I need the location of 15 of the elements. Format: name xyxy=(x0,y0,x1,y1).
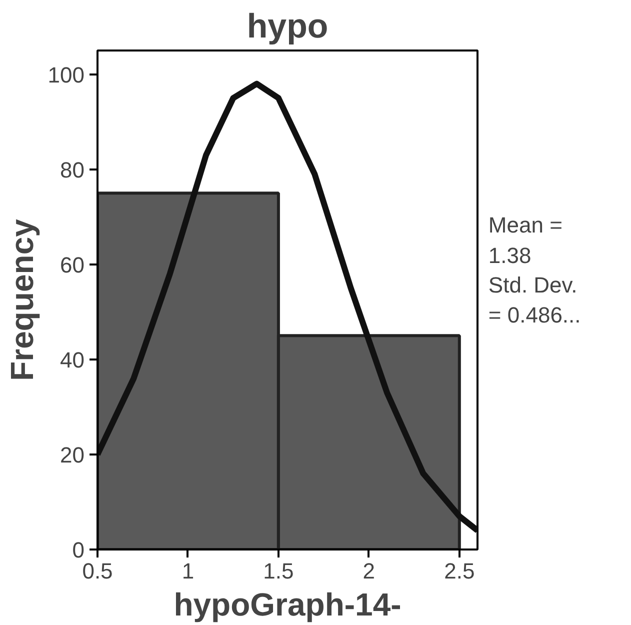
y-tick-label: 60 xyxy=(60,252,85,278)
y-tick-label: 40 xyxy=(60,347,85,372)
text: Mean = 1.38 Std. Dev. = 0.486... xyxy=(488,212,581,328)
x-tick-label: 1 xyxy=(182,558,194,584)
x-tick-label: 2.5 xyxy=(444,558,475,584)
y-tick-label: 20 xyxy=(60,442,85,468)
x-tick-label: 2 xyxy=(362,558,376,584)
y-tick-label: 100 xyxy=(48,62,85,88)
y-tick-label: 0 xyxy=(72,538,85,562)
y-tick-label: 80 xyxy=(60,157,85,182)
x-tick-label: 1.5 xyxy=(263,558,294,584)
x-axis-title: hypoGraph-14- xyxy=(174,586,402,622)
chart-title: hypo xyxy=(246,8,328,46)
y-axis-title: Frequency xyxy=(4,218,40,381)
x-tick-label: 0.5 xyxy=(82,558,113,584)
